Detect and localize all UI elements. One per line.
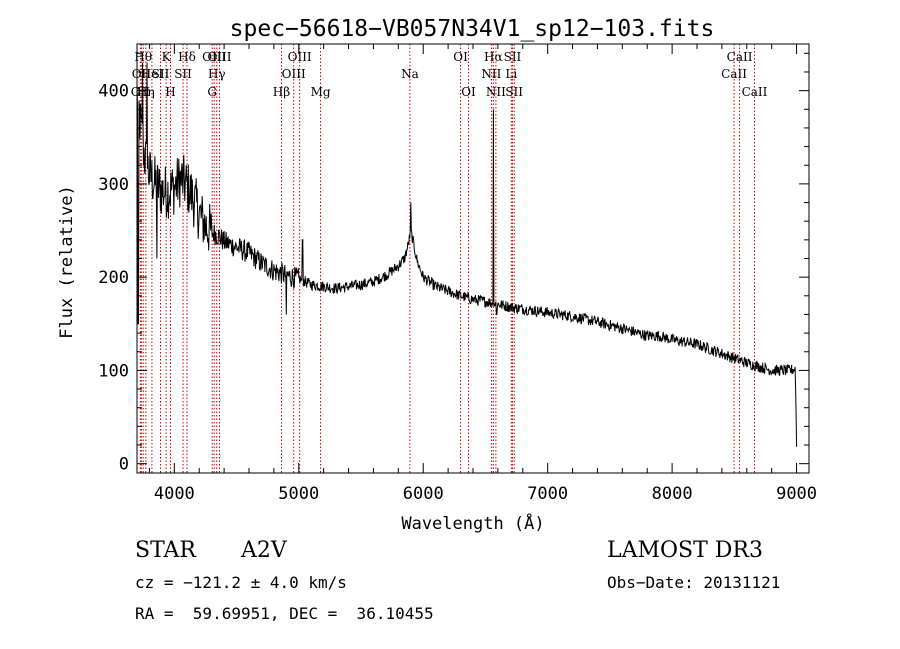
emission-line-label: SII — [505, 85, 523, 99]
x-axis-label: Wavelength (Å) — [401, 512, 544, 534]
emission-line-label: CaII — [721, 67, 747, 81]
y-axis-ticks: 0 100 200 300 400 — [98, 52, 809, 475]
emission-line-label: OIII — [282, 67, 306, 81]
emission-line-label: NII — [486, 85, 506, 99]
emission-line-label: NII — [481, 67, 501, 81]
chart-title: spec−56618−VB057N34V1_sp12−103.fits — [230, 16, 715, 42]
emission-line-label: SII — [152, 67, 170, 81]
emission-line-label: OI — [453, 50, 468, 64]
emission-line-label: G — [207, 85, 217, 99]
emission-line-label: Hδ — [178, 50, 196, 64]
object-class: STAR — [135, 538, 196, 563]
y-tick-label: 0 — [119, 455, 129, 475]
x-tick-label: 8000 — [652, 484, 693, 504]
emission-line-label: Na — [401, 67, 419, 81]
emission-line-label: CaII — [742, 85, 768, 99]
emission-line-label: OIII — [207, 50, 231, 64]
survey-name: LAMOST DR3 — [607, 538, 763, 563]
emission-line-label: OII — [131, 85, 151, 99]
x-tick-label: 6000 — [403, 484, 444, 504]
x-tick-label: 4000 — [154, 484, 195, 504]
x-tick-label: 5000 — [278, 484, 319, 504]
y-tick-label: 200 — [98, 268, 129, 288]
emission-line-markers — [139, 44, 755, 473]
emission-line-label: Mg — [311, 85, 331, 99]
y-tick-label: 300 — [98, 175, 129, 195]
emission-line-label: H — [165, 85, 175, 99]
emission-line-label: Li — [505, 67, 517, 81]
y-tick-label: 400 — [98, 82, 129, 102]
plot-frame — [136, 43, 810, 474]
emission-line-label: SII — [504, 50, 522, 64]
y-axis-label: Flux (relative) — [57, 185, 77, 339]
emission-line-label: Hβ — [273, 85, 290, 99]
emission-line-label: OIII — [202, 50, 226, 64]
sky-coordinates: RA = 59.69951, DEC = 36.10455 — [135, 604, 434, 623]
subclass: A2V — [241, 538, 287, 563]
redshift-value: cz = −121.2 ± 4.0 km/s — [135, 573, 347, 592]
y-tick-label: 100 — [98, 361, 129, 381]
emission-line-label: Hα — [484, 50, 503, 64]
emission-line-label: SII — [174, 67, 192, 81]
x-tick-label: 7000 — [527, 484, 568, 504]
emission-line-label: OIII — [288, 50, 312, 64]
emission-line-label: OI — [461, 85, 476, 99]
spectrum-line — [136, 62, 798, 447]
emission-line-label: Hγ — [208, 67, 226, 81]
emission-line-label: K — [162, 50, 172, 64]
emission-line-labels: OIIOIIHθHηHeISIIKHSIIHδGOIIIHγOIIIHβOIII… — [131, 50, 768, 99]
emission-line-label: CaII — [727, 50, 753, 64]
observation-date: Obs−Date: 20131121 — [607, 573, 781, 592]
emission-line-label: Hη — [137, 85, 155, 99]
x-tick-label: 9000 — [776, 484, 817, 504]
x-axis-ticks: 4000 5000 6000 7000 8000 9000 — [148, 44, 817, 504]
